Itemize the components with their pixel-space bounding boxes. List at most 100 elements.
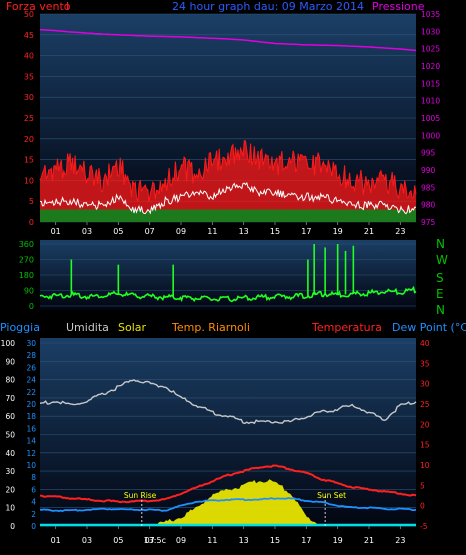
solar-area [40,479,416,526]
wind-y-tick: 5 [29,197,34,206]
wind-y-tick: 15 [24,156,34,165]
rain-y-tick: 0 [31,522,36,531]
rain-y-tick: 20 [26,400,36,409]
humidity-y-tick: 30 [5,467,15,476]
pressure-y-tick: 1030 [421,27,440,36]
pressure-line [39,28,417,52]
humidity-y-tick: 70 [5,394,15,403]
temp-x-tick: 17 [301,536,311,545]
rain-y-tick: 2 [31,510,36,519]
rain-y-tick: 8 [31,473,36,482]
temp-y-tick: 0 [420,502,425,511]
compass-n-bottom: N [436,303,445,317]
pressure-y-tick: 985 [421,183,436,192]
pressure-y-tick: 1005 [421,114,440,123]
legend-pioggia: Pioggia [0,321,40,334]
pressure-y-tick: 1035 [421,10,440,19]
pressure-y-tick: 980 [421,201,436,210]
wind-y-tick: 40 [24,52,34,61]
dir-y-tick: 360 [19,240,34,249]
rain-y-tick: 22 [26,388,36,397]
wind-avg-fill [40,209,416,222]
wind-x-tick: 11 [207,227,217,236]
humidity-y-tick: 40 [5,449,15,458]
pressure-y-tick: 995 [421,149,436,158]
sun-rise-label: Sun Rise [124,491,157,500]
wind-x-tick: 09 [176,227,186,236]
wind-y-tick: 45 [24,31,34,40]
temp-x-tick: 21 [364,536,374,545]
dir-y-tick: 90 [24,287,34,296]
dir-y-tick: 0 [29,302,34,311]
legend-solar: Solar [118,321,147,334]
wind-x-tick: 21 [364,227,374,236]
humidity-y-tick: 50 [5,431,15,440]
wind-direction-chart: 0 90 180 270 360 [19,240,417,311]
wind-y-tick: 50 [24,10,34,19]
sun-set-label: Sun Set [317,491,346,500]
wind-title: Forza vento [6,0,71,13]
humidity-y-tick: 100 [1,339,16,348]
wind-x-tick: 07 [145,227,155,236]
wind-y-tick: 30 [24,93,34,102]
compass-e: E [436,287,444,301]
pressure-y-tick: 1025 [421,45,440,54]
compass-w: W [436,253,448,267]
wind-max-area [40,140,416,222]
graph-title: 24 hour graph dau: 09 Marzo 2014 [172,0,364,13]
temp-x-tick: 13 [239,536,249,545]
humidity-line [39,379,417,425]
humidity-y-tick: 20 [5,485,15,494]
wind-x-tick: 05 [113,227,123,236]
rain-y-tick: 18 [26,412,36,421]
wind-y-tick: 10 [24,176,34,185]
wind-y-tick: 25 [24,114,34,123]
temperature-chart: 0102030405060708090100024681012141618202… [1,339,430,545]
rain-y-tick: 14 [26,437,36,446]
rain-y-tick: 16 [26,424,36,433]
temp-y-tick: 20 [420,420,430,429]
rain-y-tick: 4 [31,498,36,507]
wind-y-tick: 35 [24,72,34,81]
rain-y-tick: 28 [26,351,36,360]
rain-y-tick: 6 [31,485,36,494]
rain-y-tick: 12 [26,449,36,458]
legend-dew-point: Dew Point (°C) [392,321,466,334]
humidity-y-tick: 10 [5,504,15,513]
temp-x-tick: 07 [145,536,155,545]
temp-x-tick: 05 [113,536,123,545]
temp-y-tick: -5 [420,522,428,531]
rain-y-tick: 30 [26,339,36,348]
humidity-y-tick: 60 [5,412,15,421]
dir-y-tick: 270 [19,256,34,265]
pressure-y-tick: 990 [421,166,436,175]
temp-y-tick: 5 [420,481,425,490]
humidity-y-tick: 80 [5,376,15,385]
humidity-y-tick: 0 [10,522,15,531]
temp-y-tick: 15 [420,441,430,450]
rain-y-tick: 24 [26,376,36,385]
rain-y-tick: 26 [26,363,36,372]
humidity-y-tick: 90 [5,357,15,366]
legend-temperatura: Temperatura [311,321,382,334]
wind-y-tick: 20 [24,135,34,144]
pressure-y-tick: 1020 [421,62,440,71]
wind-x-tick: 17 [301,227,311,236]
compass-s: S [436,271,444,285]
temp-x-tick: 19 [333,536,343,545]
now-label: 13:5c [144,536,166,545]
temp-y-tick: 10 [420,461,430,470]
temp-x-tick: 23 [395,536,405,545]
temp-y-tick: 25 [420,400,430,409]
wind-x-tick: 19 [333,227,343,236]
wind-x-tick: 15 [270,227,280,236]
wind-unit: I [66,0,69,13]
wind-y-tick: 0 [29,218,34,227]
wind-x-tick: 03 [82,227,92,236]
dew-point-line [39,496,417,513]
wind-x-tick: 23 [395,227,405,236]
temp-x-tick: 15 [270,536,280,545]
wind-avg-line [39,181,417,215]
